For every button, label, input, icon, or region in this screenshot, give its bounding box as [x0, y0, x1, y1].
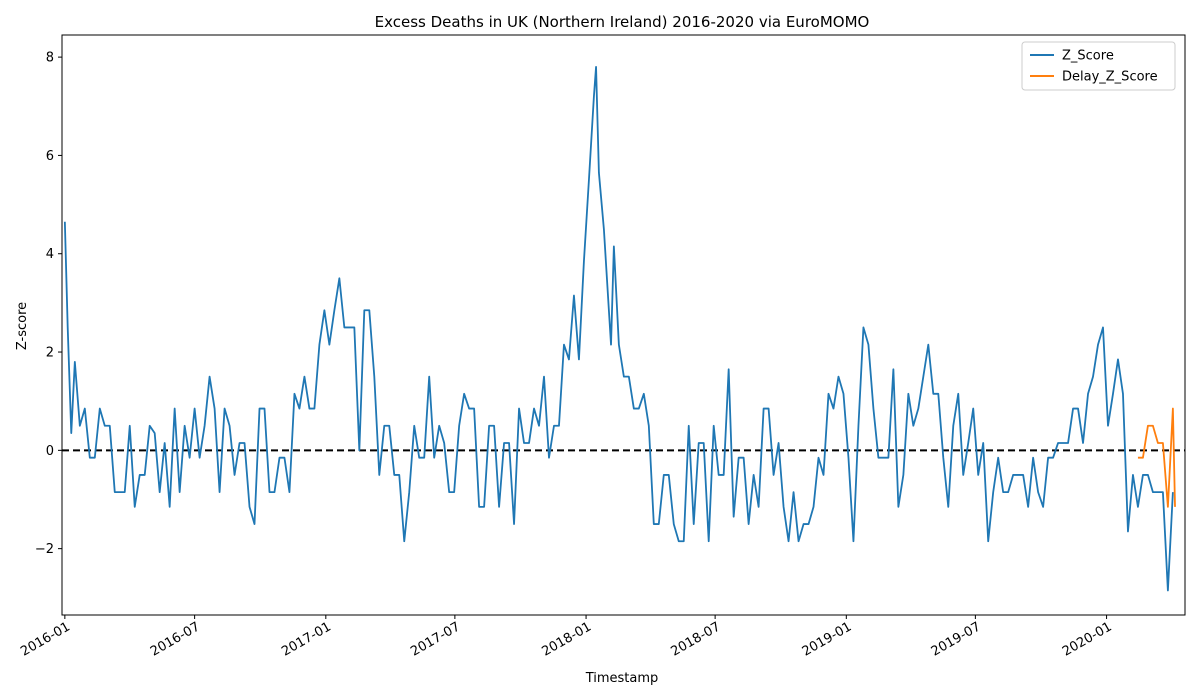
plot-area	[61, 34, 1186, 616]
axes-frame	[61, 34, 1186, 616]
legend-entry: Delay_Z_Score	[1062, 70, 1158, 85]
legend-box	[1021, 41, 1176, 91]
y-tick-label: 6	[46, 149, 54, 164]
y-tick-label: 2	[46, 346, 54, 361]
chart-title: Excess Deaths in UK (Northern Ireland) 2…	[375, 13, 870, 31]
series-line-delay-z-score	[1137, 407, 1176, 508]
y-axis-ticks: −2 0 2 4 6 8	[35, 51, 62, 557]
y-tick-label: 0	[46, 444, 54, 459]
y-tick-label: 8	[46, 51, 54, 66]
y-axis-label: Z-score	[15, 302, 30, 350]
legend-entry: Z_Score	[1062, 49, 1114, 64]
x-axis-label: Timestamp	[585, 671, 659, 686]
y-tick-label: 4	[46, 247, 54, 262]
series-line-z-score	[63, 66, 1174, 592]
legend: Z_Score Delay_Z_Score	[1021, 41, 1176, 91]
y-tick-label: −2	[35, 542, 54, 557]
